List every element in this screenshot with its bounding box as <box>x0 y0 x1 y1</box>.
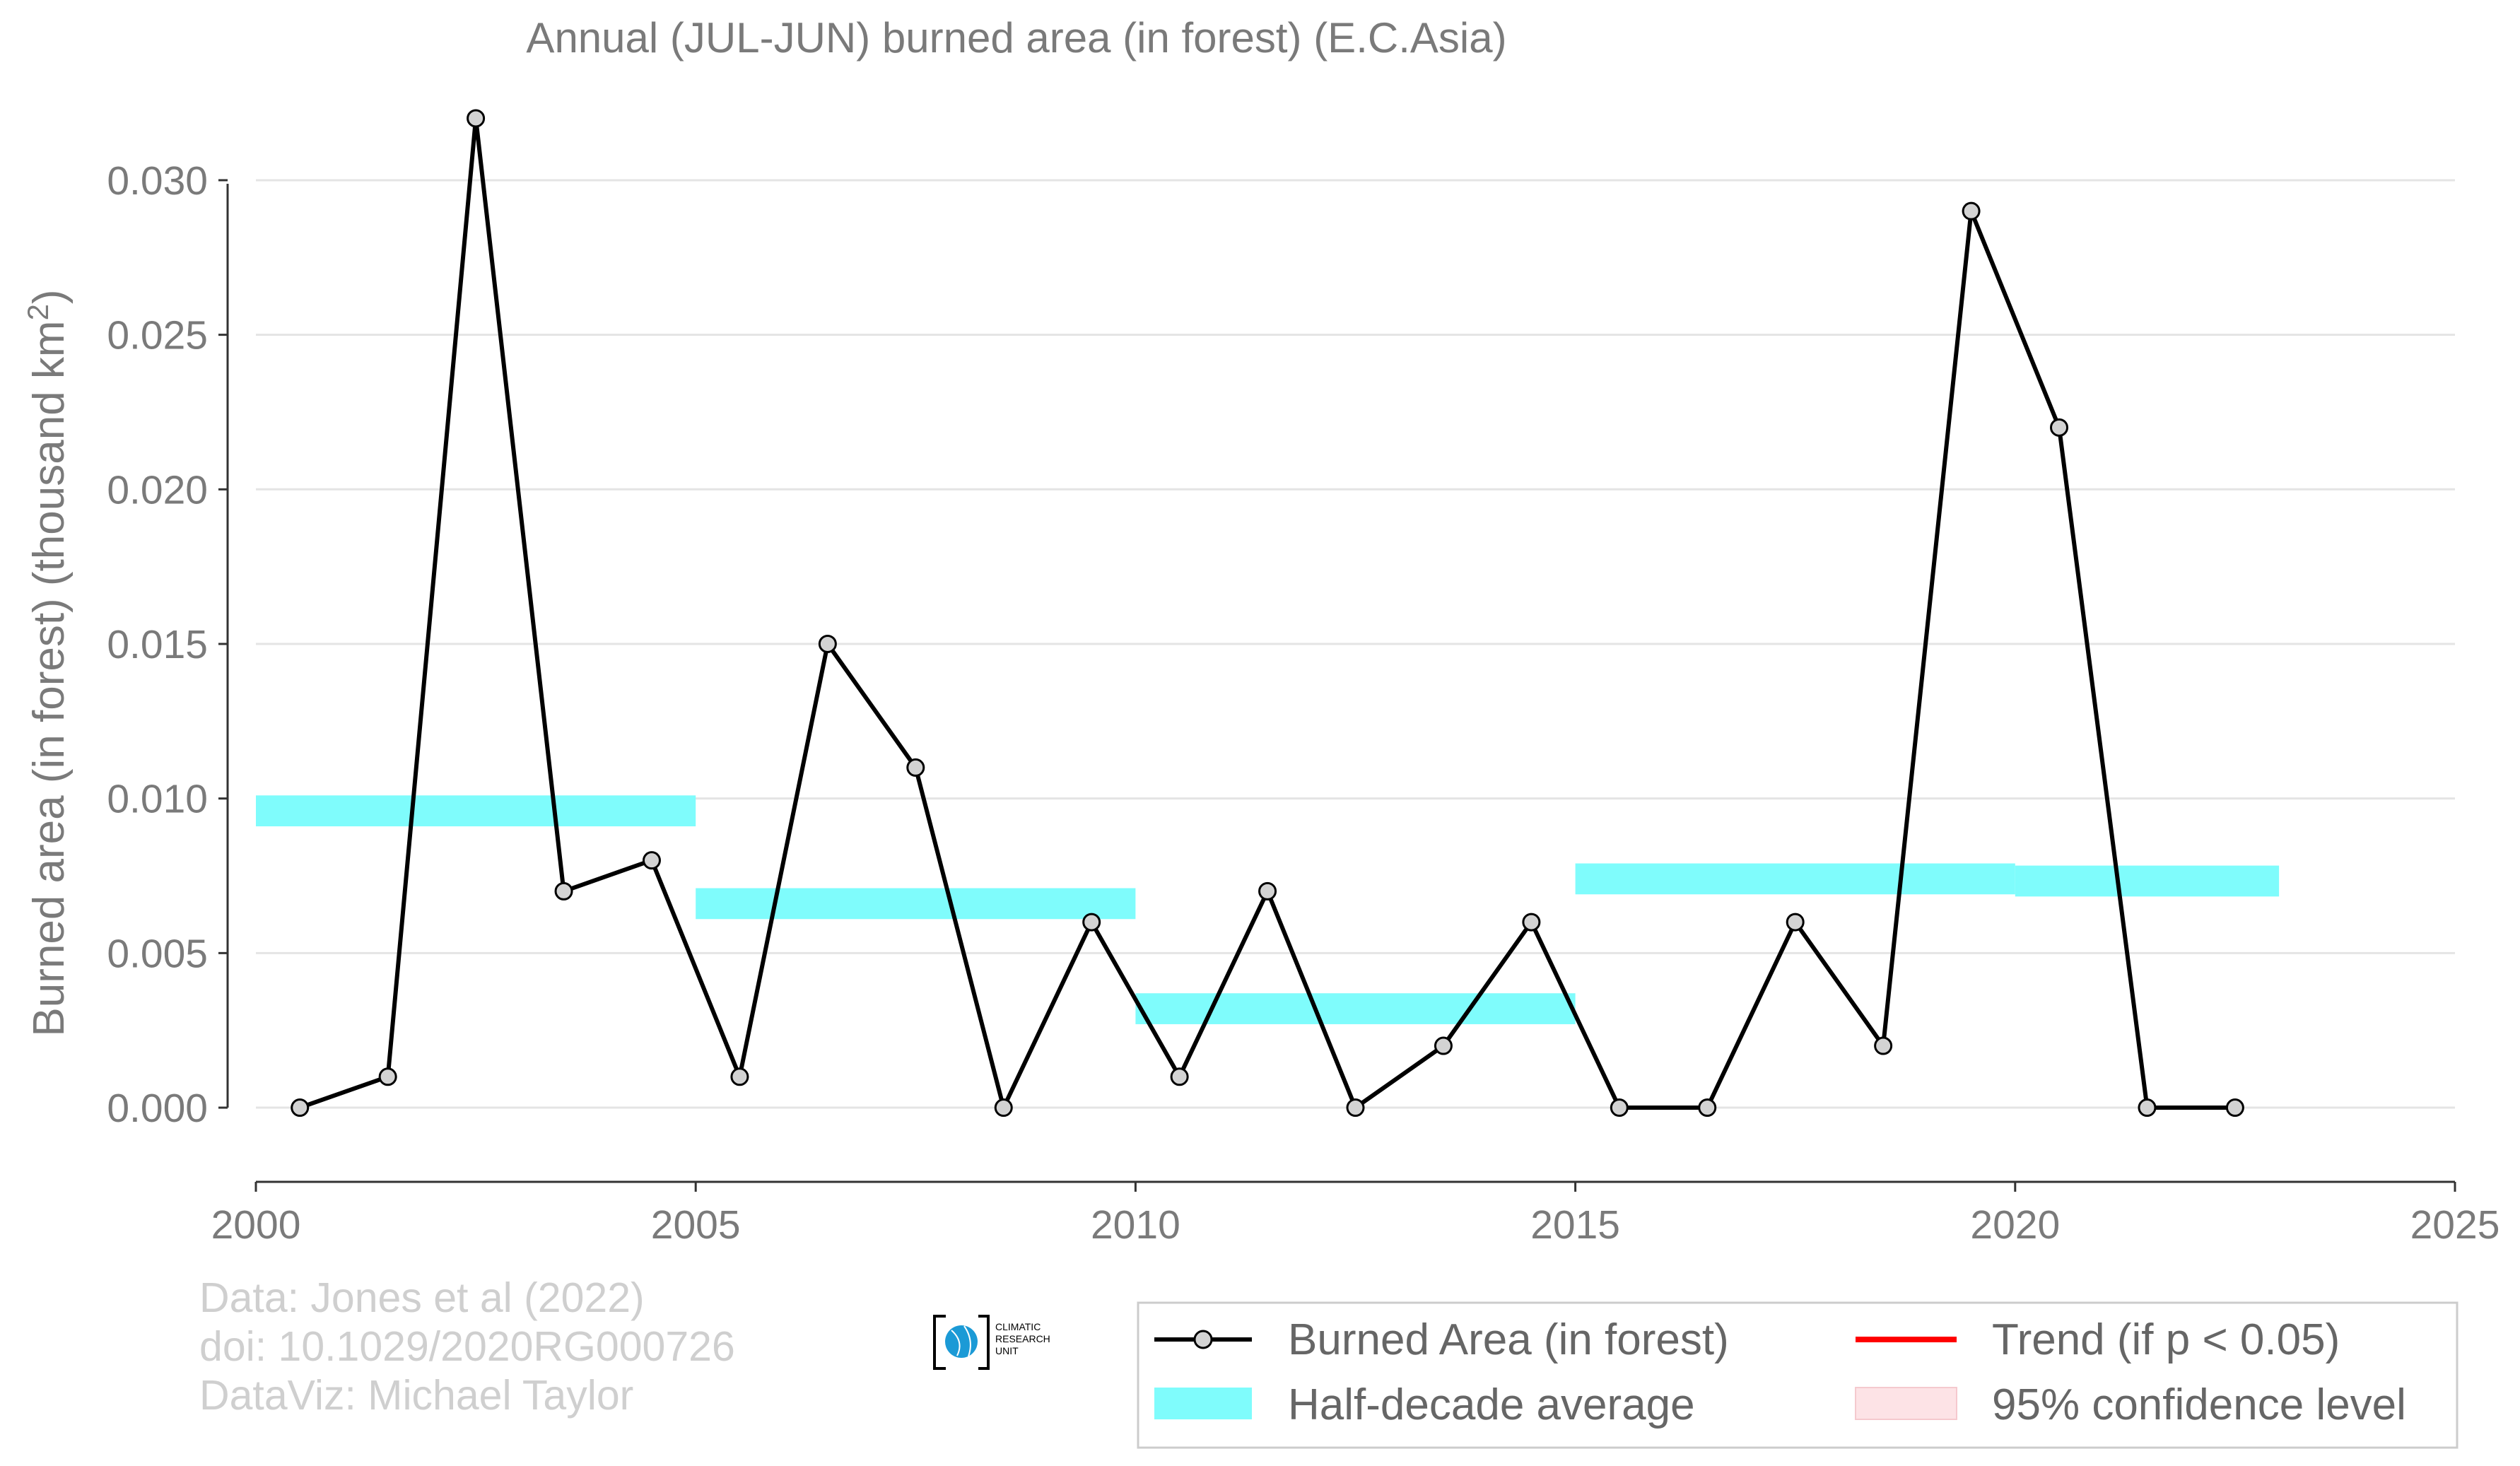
burned-area-point <box>1346 1098 1365 1118</box>
logo-text-line1: CLIMATIC <box>995 1321 1041 1332</box>
burned-area-point <box>2138 1098 2157 1118</box>
cru-logo: CLIMATIC RESEARCH UNIT <box>933 1315 1050 1370</box>
y-tick-labels: 0.000 0.005 0.010 0.015 0.020 0.025 0.030 <box>107 158 208 1131</box>
half-decade-average-bands <box>256 795 2280 1024</box>
chart-title: Annual (JUL-JUN) burned area (in forest)… <box>526 14 1506 61</box>
burned-area-point <box>1434 1036 1453 1055</box>
burned-area-point <box>467 109 486 128</box>
burned-area-point <box>1874 1036 1893 1055</box>
legend-key-confidence <box>1855 1387 1957 1420</box>
x-tick-label: 2015 <box>1530 1202 1620 1248</box>
burned-area-point <box>1962 201 1981 221</box>
globe-icon <box>945 1325 978 1358</box>
burned-area-point <box>378 1067 397 1086</box>
burned-area-point <box>1698 1098 1717 1118</box>
burned-area-point <box>994 1098 1013 1118</box>
half-decade-average-band <box>256 795 696 827</box>
burned-area-point <box>291 1098 310 1118</box>
burned-area-point <box>730 1067 749 1086</box>
burned-area-point <box>642 851 661 870</box>
x-tick-label: 2020 <box>1970 1202 2060 1248</box>
y-axis-label-end: ) <box>25 289 74 304</box>
half-decade-average-band <box>1575 863 2015 895</box>
gridlines <box>256 179 2455 1109</box>
half-decade-average-band <box>2015 865 2280 897</box>
x-tick-label: 2005 <box>651 1202 741 1248</box>
burned-area-point <box>1522 913 1541 932</box>
burned-area-point <box>1170 1067 1189 1086</box>
burned-area-point <box>1786 913 1805 932</box>
burned-area-point <box>1082 913 1101 932</box>
legend-key-half-decade <box>1154 1388 1252 1419</box>
legend-key-burned-area-marker <box>1193 1330 1213 1349</box>
legend-label-burned-area: Burned Area (in forest) <box>1288 1315 1729 1364</box>
burned-area-point <box>2225 1098 2244 1118</box>
legend-label-half-decade: Half-decade average <box>1288 1380 1695 1429</box>
y-tick-label: 0.010 <box>107 777 208 822</box>
credit-doi: doi: 10.1029/2020RG000726 <box>199 1323 735 1370</box>
logo-bracket-right <box>978 1315 990 1370</box>
burned-area-point <box>2050 418 2069 437</box>
y-tick-label: 0.020 <box>107 467 208 512</box>
legend-label-confidence: 95% confidence level <box>1992 1380 2406 1429</box>
y-tick-label: 0.025 <box>107 313 208 358</box>
tick-marks <box>218 179 2456 1192</box>
globe-icon-meridian <box>951 1325 971 1357</box>
x-tick-labels: 2000 2005 2010 2015 2020 2025 <box>211 1202 2500 1248</box>
logo-bracket-left <box>933 1315 946 1370</box>
y-tick-label: 0.030 <box>107 158 208 204</box>
half-decade-average-band <box>696 888 1136 920</box>
x-tick-label: 2025 <box>2410 1202 2500 1248</box>
legend: Burned Area (in forest) Trend (if p < 0.… <box>1137 1301 2459 1449</box>
y-tick-label: 0.005 <box>107 931 208 976</box>
burned-area-line <box>299 116 2235 1110</box>
x-tick-label: 2000 <box>211 1202 301 1248</box>
burned-area-point <box>1258 881 1277 901</box>
legend-box <box>1137 1301 2459 1449</box>
y-tick-label: 0.000 <box>107 1086 208 1131</box>
burned-area-point <box>1610 1098 1629 1118</box>
y-tick-label: 0.015 <box>107 622 208 667</box>
legend-label-trend: Trend (if p < 0.05) <box>1992 1315 2340 1364</box>
credits: Data: Jones et al (2022) doi: 10.1029/20… <box>199 1274 735 1419</box>
axes <box>226 184 2455 1183</box>
credit-data-source: Data: Jones et al (2022) <box>199 1274 645 1321</box>
burned-area-series <box>291 109 2244 1118</box>
credit-dataviz: DataViz: Michael Taylor <box>199 1372 633 1419</box>
burned-area-point <box>818 634 837 653</box>
y-axis-label-main: Burned area (in forest) (thousand km <box>25 320 74 1036</box>
logo-text-line2: RESEARCH <box>995 1333 1050 1344</box>
half-decade-average-band <box>1135 993 1576 1024</box>
logo-text-line3: UNIT <box>995 1345 1019 1356</box>
x-tick-label: 2010 <box>1091 1202 1180 1248</box>
burned-area-point <box>554 881 573 901</box>
y-axis-label: Burned area (in forest) (thousand km2) <box>21 289 74 1036</box>
y-axis-label-superscript: 2 <box>21 304 54 320</box>
burned-area-point <box>906 758 925 777</box>
